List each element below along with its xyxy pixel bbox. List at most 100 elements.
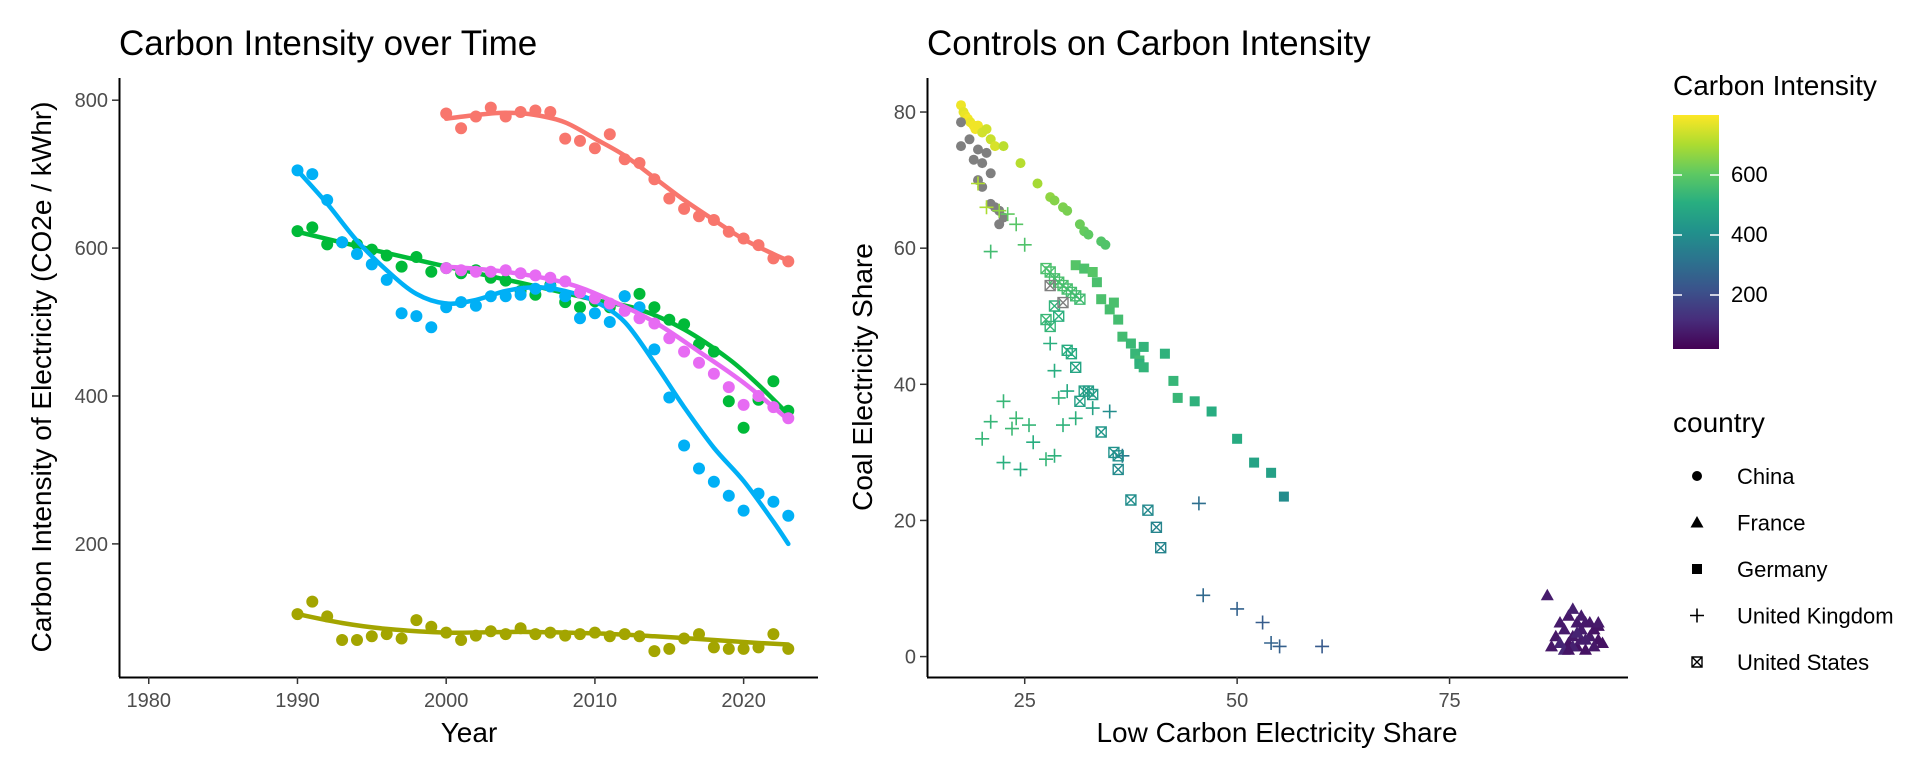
data-point [1206, 406, 1217, 417]
legend-entry: United Kingdom [1690, 604, 1894, 629]
data-point [336, 236, 349, 249]
data-point [1553, 636, 1567, 648]
data-point [1000, 207, 1015, 222]
data-point [1108, 297, 1119, 308]
legend-entry: United States [1691, 650, 1869, 675]
data-point [648, 645, 661, 658]
series-group [956, 100, 1111, 250]
data-point [678, 345, 691, 358]
data-point [1562, 643, 1575, 655]
colorbar-tick-label: 600 [1731, 162, 1768, 187]
shape-legend: country China France Germany United Kingdom… [1673, 407, 1894, 675]
data-point [1125, 338, 1136, 349]
data-point [574, 134, 586, 147]
y-axis-ticks: 200 400 600 800 [75, 90, 119, 556]
data-point [1095, 426, 1107, 438]
series-group [1070, 260, 1289, 502]
trend-line [295, 168, 791, 547]
data-point [455, 122, 468, 135]
data-point [1056, 418, 1070, 433]
data-point [737, 504, 750, 517]
x-tick-label: 1990 [275, 690, 320, 712]
data-point [722, 381, 735, 394]
trend-line [295, 611, 791, 647]
data-point [707, 367, 720, 380]
legend-entry: France [1690, 511, 1805, 536]
data-point [365, 630, 378, 643]
data-point [1013, 462, 1028, 477]
data-point [990, 141, 1000, 152]
x-axis-ticks: 25 50 75 [1014, 677, 1461, 712]
data-point [648, 301, 661, 314]
data-point [1079, 263, 1090, 274]
data-point [1315, 639, 1330, 654]
colorbar-ticks: 200 400 600 [1673, 162, 1768, 307]
data-point [1587, 639, 1601, 652]
data-point [1026, 435, 1041, 450]
x-axis-title: Year [441, 717, 498, 748]
x-tick-label: 2010 [573, 690, 618, 712]
data-point [1096, 294, 1107, 305]
data-point [1062, 205, 1073, 216]
data-point [722, 395, 735, 408]
data-point [1032, 178, 1043, 189]
data-point [1112, 463, 1124, 476]
data-point [603, 316, 616, 328]
data-point [306, 595, 319, 608]
data-point [1196, 588, 1211, 603]
data-point [737, 421, 750, 434]
series-group [291, 595, 795, 658]
data-point [1087, 267, 1098, 277]
data-point [1230, 601, 1245, 616]
data-point [1113, 314, 1124, 325]
data-point [992, 203, 1007, 218]
y-tick-label: 400 [75, 386, 108, 408]
data-point [1142, 504, 1154, 516]
legend-key-triangle [1690, 516, 1704, 528]
data-point [574, 312, 586, 325]
data-point [981, 124, 992, 135]
data-point [1043, 336, 1058, 351]
data-point [380, 273, 393, 286]
data-point [455, 634, 468, 646]
data-point [1005, 421, 1019, 436]
data-point [1266, 467, 1277, 478]
data-point [1039, 452, 1053, 467]
data-point [574, 301, 586, 314]
chart-title: Carbon Intensity over Time [119, 24, 537, 63]
y-tick-label: 0 [905, 647, 916, 669]
data-point [663, 391, 676, 404]
data-point [1545, 639, 1558, 652]
data-point [1070, 260, 1081, 271]
data-point [1155, 542, 1167, 554]
data-point [1264, 636, 1279, 650]
series-group [440, 101, 795, 268]
data-point [1255, 615, 1270, 630]
data-point [996, 455, 1011, 470]
data-point [663, 642, 676, 655]
data-point [1130, 348, 1141, 359]
legend-entry: China [1692, 464, 1795, 489]
series-group [440, 262, 795, 425]
data-point [1553, 616, 1567, 628]
legend-key-square-x [1691, 656, 1703, 668]
data-point [1102, 404, 1117, 419]
data-point [1065, 348, 1078, 360]
data-point [722, 642, 735, 655]
data-point [1232, 433, 1243, 444]
plot-area-controls [956, 100, 1609, 655]
data-point [618, 290, 631, 303]
series-group [291, 164, 795, 547]
data-point [981, 147, 992, 158]
data-point [1051, 390, 1066, 405]
data-point [588, 307, 601, 320]
data-point [1104, 304, 1115, 315]
data-point [693, 356, 705, 369]
data-point [1159, 348, 1170, 359]
data-point [1591, 616, 1605, 628]
trend-line [443, 110, 791, 263]
data-point [983, 244, 998, 259]
legend-entry-label: United Kingdom [1737, 604, 1894, 629]
data-point [1574, 609, 1588, 621]
x-tick-label: 2000 [424, 690, 469, 712]
